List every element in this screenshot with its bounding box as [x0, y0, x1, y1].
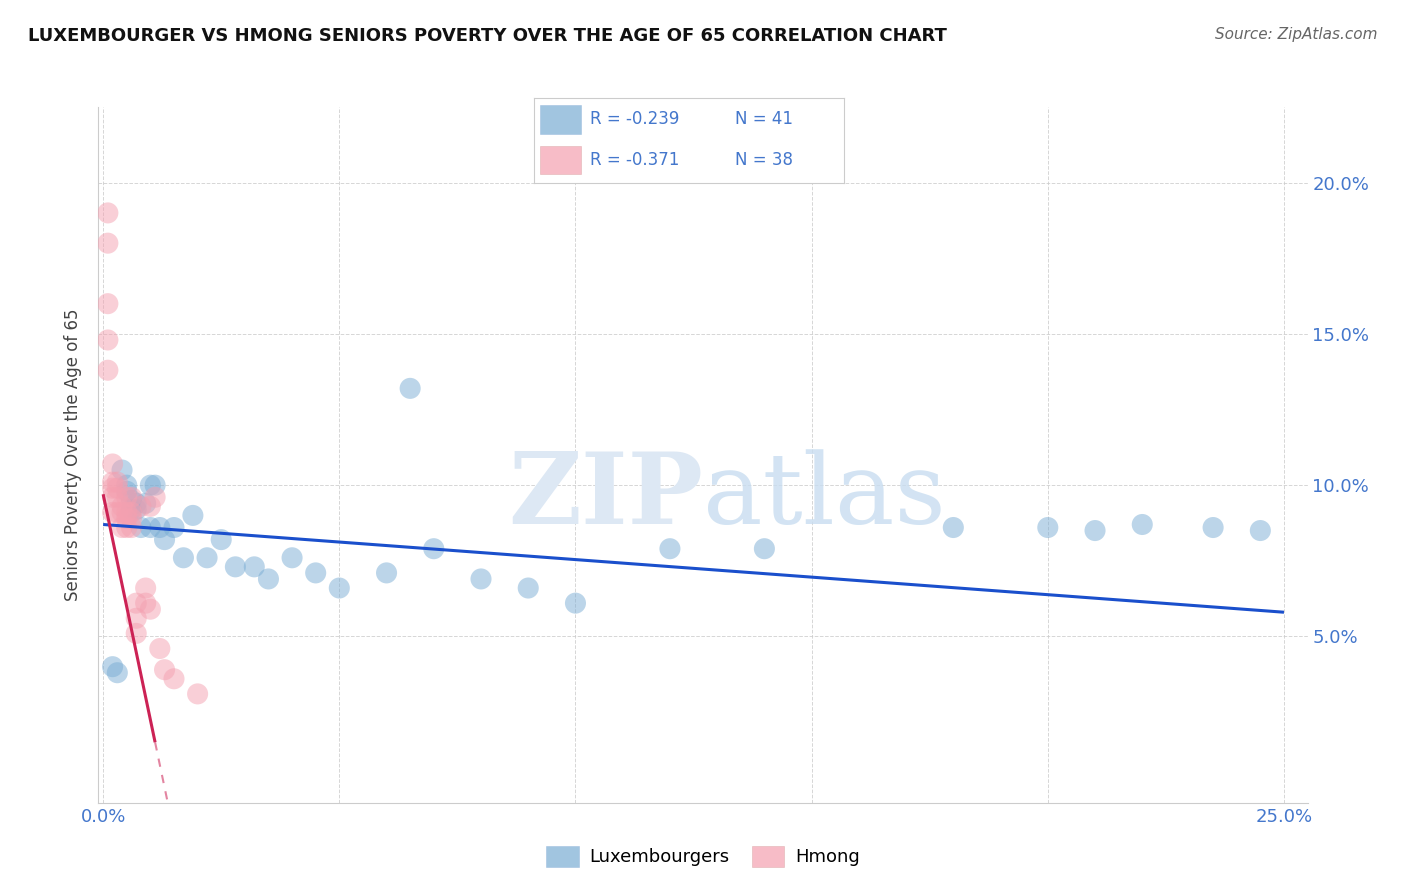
- Text: R = -0.371: R = -0.371: [591, 151, 679, 169]
- Point: [125, 496, 148, 510]
- Point: [375, 566, 398, 580]
- Point: [149, 641, 172, 656]
- Point: [129, 520, 152, 534]
- Point: [470, 572, 492, 586]
- Point: [399, 381, 422, 395]
- Point: [115, 490, 138, 504]
- Point: [564, 596, 586, 610]
- Point: [163, 520, 186, 534]
- Point: [125, 626, 148, 640]
- Point: [423, 541, 446, 556]
- Point: [125, 596, 148, 610]
- Point: [139, 602, 162, 616]
- Point: [139, 478, 162, 492]
- Point: [121, 490, 143, 504]
- Point: [1036, 520, 1059, 534]
- Point: [115, 478, 138, 492]
- Point: [105, 481, 128, 495]
- Point: [942, 520, 965, 534]
- Point: [517, 581, 540, 595]
- Point: [149, 520, 172, 534]
- Point: [111, 505, 134, 519]
- Point: [187, 687, 209, 701]
- Text: LUXEMBOURGER VS HMONG SENIORS POVERTY OVER THE AGE OF 65 CORRELATION CHART: LUXEMBOURGER VS HMONG SENIORS POVERTY OV…: [28, 27, 948, 45]
- Point: [121, 502, 143, 516]
- Point: [125, 502, 148, 516]
- Point: [121, 520, 143, 534]
- Point: [281, 550, 304, 565]
- Point: [105, 665, 128, 680]
- Point: [658, 541, 681, 556]
- Point: [101, 659, 124, 673]
- Text: N = 38: N = 38: [735, 151, 793, 169]
- Point: [172, 550, 194, 565]
- Bar: [540, 105, 581, 134]
- Point: [105, 505, 128, 519]
- Point: [195, 550, 218, 565]
- Point: [181, 508, 204, 523]
- Point: [139, 520, 162, 534]
- Point: [1084, 524, 1107, 538]
- Point: [97, 236, 120, 251]
- Point: [153, 663, 176, 677]
- Point: [328, 581, 350, 595]
- Point: [101, 475, 124, 490]
- Point: [125, 611, 148, 625]
- Text: atlas: atlas: [703, 449, 946, 544]
- Point: [135, 496, 157, 510]
- Legend: Luxembourgers, Hmong: Luxembourgers, Hmong: [538, 838, 868, 874]
- Text: N = 41: N = 41: [735, 111, 793, 128]
- Bar: [540, 145, 581, 175]
- Point: [143, 490, 166, 504]
- Point: [115, 505, 138, 519]
- Point: [153, 533, 176, 547]
- Point: [305, 566, 328, 580]
- Point: [243, 559, 266, 574]
- Point: [121, 505, 143, 519]
- Point: [111, 500, 134, 514]
- Point: [115, 520, 138, 534]
- Point: [121, 511, 143, 525]
- Point: [111, 520, 134, 534]
- Point: [97, 206, 120, 220]
- Point: [135, 596, 157, 610]
- Text: R = -0.239: R = -0.239: [591, 111, 679, 128]
- Point: [257, 572, 280, 586]
- Point: [105, 475, 128, 490]
- Y-axis label: Seniors Poverty Over the Age of 65: Seniors Poverty Over the Age of 65: [65, 309, 83, 601]
- Point: [754, 541, 776, 556]
- Point: [135, 581, 157, 595]
- Text: Source: ZipAtlas.com: Source: ZipAtlas.com: [1215, 27, 1378, 42]
- Point: [163, 672, 186, 686]
- Point: [101, 490, 124, 504]
- Point: [224, 559, 246, 574]
- Point: [97, 363, 120, 377]
- Point: [97, 296, 120, 310]
- Point: [139, 500, 162, 514]
- Point: [129, 500, 152, 514]
- Point: [1249, 524, 1271, 538]
- Point: [209, 533, 232, 547]
- Point: [101, 481, 124, 495]
- Point: [97, 333, 120, 347]
- Point: [111, 463, 134, 477]
- Point: [101, 505, 124, 519]
- Point: [101, 457, 124, 471]
- Point: [1202, 520, 1225, 534]
- Point: [115, 511, 138, 525]
- Point: [105, 490, 128, 504]
- Point: [143, 478, 166, 492]
- Point: [1130, 517, 1153, 532]
- Point: [115, 484, 138, 499]
- Point: [121, 493, 143, 508]
- Text: ZIP: ZIP: [508, 448, 703, 545]
